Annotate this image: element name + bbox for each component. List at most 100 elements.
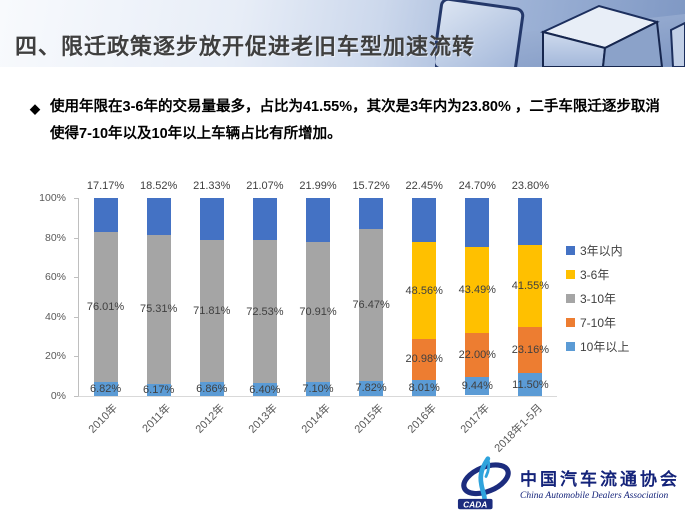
- legend-label: 3年以内: [580, 244, 623, 258]
- x-axis-label: 2018年1-5月: [492, 402, 546, 455]
- y-axis-tick: [74, 237, 78, 239]
- bar-slot: 21.07% 72.53% 6.40% 2013年: [238, 180, 291, 436]
- bar-segment: [465, 198, 490, 247]
- data-label: 48.56%: [405, 284, 443, 297]
- data-label: 6.40%: [249, 383, 281, 396]
- org-names: 中国汽车流通协会 China Automobile Dealers Associ…: [520, 465, 680, 501]
- data-label: 23.80%: [511, 180, 550, 192]
- legend-swatch-icon: [566, 294, 575, 303]
- data-label: 41.55%: [511, 280, 550, 293]
- bar-segment: [146, 234, 171, 384]
- bar-segment: [252, 383, 277, 396]
- bar-segment: [93, 382, 118, 396]
- bar-segment: [359, 229, 384, 381]
- bar-segment: [199, 382, 224, 396]
- bar-segment: [412, 380, 437, 396]
- bar-segment: [252, 239, 277, 384]
- bar-segment: [199, 198, 224, 241]
- bar-segment: [518, 373, 543, 396]
- x-axis-label: 2017年: [458, 402, 493, 436]
- legend-item: 3-10年: [566, 290, 629, 307]
- bar-slot: 22.45% 48.56% 20.98% 8.01% 2016年: [398, 180, 451, 436]
- x-axis-label: 2014年: [299, 402, 333, 436]
- bar-segment: [305, 241, 330, 382]
- bar-segment: [146, 198, 171, 235]
- legend-item: 3-6年: [566, 266, 629, 283]
- bar-segment: [199, 240, 224, 383]
- legend-label: 3-10年: [580, 292, 617, 306]
- cada-abbr-text: CADA: [463, 499, 487, 509]
- stacked-bar: [146, 198, 171, 396]
- bar-segment: [146, 383, 171, 396]
- data-label: 76.47%: [352, 298, 390, 311]
- y-axis-tick: [74, 277, 78, 279]
- cada-logo: CADA 中国汽车流通协会 China Automobile Dealers A…: [457, 455, 680, 511]
- bar-segment: [412, 242, 437, 339]
- data-label: 23.16%: [511, 344, 550, 357]
- bar-segment: [93, 231, 118, 383]
- bar-segment: [518, 245, 543, 328]
- data-label: 71.81%: [193, 305, 231, 318]
- data-label: 24.70%: [458, 180, 496, 192]
- data-label: 6.82%: [89, 383, 122, 396]
- y-axis-tick: [74, 356, 78, 358]
- data-label: 75.31%: [140, 303, 178, 316]
- bar-segment: [93, 198, 118, 232]
- data-label: 20.98%: [405, 353, 443, 366]
- org-name-cn: 中国汽车流通协会: [520, 470, 680, 489]
- bar-slot: 18.52% 75.31% 6.17% 2011年: [132, 180, 185, 435]
- y-axis-label: 80%: [44, 231, 66, 244]
- legend-item: 3年以内: [566, 242, 629, 259]
- legend-swatch-icon: [566, 318, 575, 327]
- x-axis-label: 2010年: [86, 402, 121, 436]
- data-label: 7.10%: [302, 382, 334, 395]
- y-axis-label: 100%: [39, 192, 66, 204]
- data-label: 9.44%: [461, 379, 493, 392]
- bar-segment: [305, 198, 330, 242]
- stacked-bar-chart: 100% 80% 60% 40% 20% 0% 17.17% 76.01% 6.82% 2010…: [0, 170, 685, 470]
- bar-segment: [412, 198, 437, 243]
- bar-slot: 15.72% 76.47% 7.82% 2015年: [345, 180, 398, 436]
- data-label: 21.07%: [246, 180, 284, 192]
- legend-label: 10年以上: [580, 340, 630, 354]
- bar-segment: [465, 246, 490, 333]
- legend-item: 10年以上: [566, 338, 629, 355]
- stacked-bar: [518, 198, 543, 396]
- data-label: 22.00%: [458, 348, 496, 361]
- data-label: 7.82%: [355, 382, 387, 395]
- stacked-bar: [465, 198, 490, 396]
- bar-slot: 23.80% 41.55% 23.16% 11.50% 2018年1-5月: [493, 180, 557, 455]
- stacked-bar: [412, 198, 437, 396]
- y-axis-tick: [74, 316, 78, 318]
- data-label: 8.01%: [408, 382, 440, 395]
- bar-segment: [518, 327, 543, 374]
- y-axis-label: 20%: [44, 350, 66, 363]
- data-label: 21.33%: [193, 180, 231, 192]
- legend-swatch-icon: [566, 246, 575, 255]
- page-title: 四、限迁政策逐步放开促进老旧车型加速流转: [15, 34, 476, 59]
- data-label: 22.45%: [405, 180, 443, 192]
- data-label: 72.53%: [246, 305, 284, 318]
- x-axis-label: 2012年: [193, 402, 227, 436]
- stacked-bar: [305, 198, 330, 396]
- bar-segment: [359, 380, 384, 396]
- bar-segment: [252, 198, 277, 240]
- legend-swatch-icon: [566, 342, 575, 351]
- bar-segment: [412, 338, 437, 381]
- y-axis-tick: [74, 198, 78, 199]
- data-label: 18.52%: [140, 180, 178, 192]
- org-name-en: China Automobile Dealers Association: [520, 491, 669, 501]
- bar-slot: 24.70% 43.49% 22.00% 9.44% 2017年: [451, 180, 504, 436]
- data-label: 43.49%: [458, 283, 496, 296]
- bar-slot: 21.99% 70.91% 7.10% 2014年: [291, 180, 344, 436]
- x-axis-label: 2011年: [140, 402, 174, 436]
- data-label: 15.72%: [352, 180, 390, 192]
- data-label: 6.17%: [143, 383, 175, 396]
- cada-emblem-icon: CADA: [457, 456, 511, 509]
- legend-label: 3-6年: [580, 268, 610, 282]
- legend-item: 7-10年: [566, 314, 629, 331]
- y-axis-tick: [74, 396, 78, 397]
- stacked-bar: [93, 198, 118, 396]
- summary-text: 使用年限在3-6年的交易量最多，占比为41.55%，其次是3年内为23.80% …: [50, 99, 660, 142]
